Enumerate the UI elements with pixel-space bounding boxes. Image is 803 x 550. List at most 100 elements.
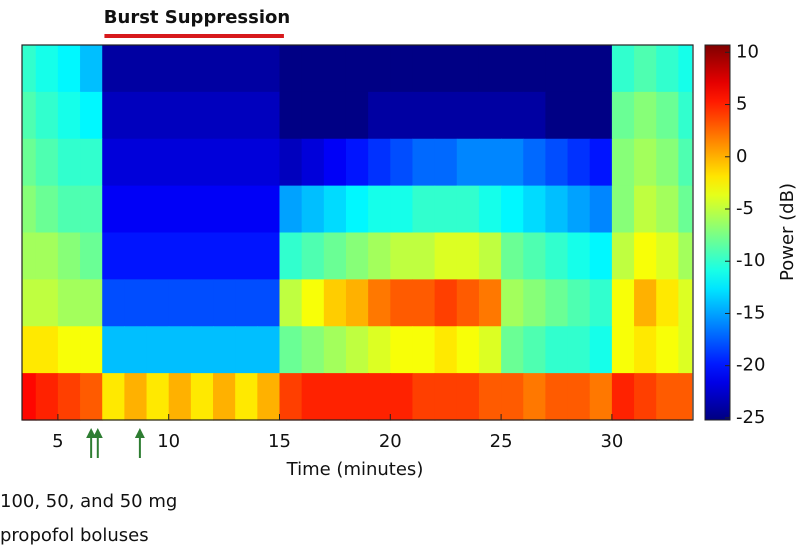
heatmap-cell: [57, 373, 81, 421]
heatmap-cell: [589, 91, 613, 140]
heatmap-cell: [478, 279, 502, 327]
heatmap-cell: [323, 279, 347, 327]
heatmap-cell: [656, 326, 679, 374]
heatmap-cell: [124, 91, 148, 140]
heatmap-cell: [501, 138, 524, 187]
heatmap-cell: [545, 279, 569, 327]
heatmap-cell: [168, 45, 192, 93]
heatmap-cell: [478, 45, 502, 93]
chart-title: Burst Suppression: [104, 7, 290, 28]
heatmap-cell: [35, 279, 59, 327]
heatmap-cell: [501, 91, 524, 140]
heatmap-cell: [22, 279, 37, 327]
heatmap-cell: [634, 279, 657, 327]
heatmap-cell: [368, 232, 391, 280]
heatmap-cell: [589, 232, 613, 280]
heatmap-cell: [567, 138, 591, 187]
heatmap-cell: [257, 373, 281, 421]
heatmap-cell: [567, 279, 591, 327]
heatmap-cell: [634, 185, 657, 234]
heatmap-cell: [102, 91, 125, 140]
heatmap-cell: [412, 279, 436, 327]
heatmap-cell: [656, 279, 679, 327]
heatmap-cell: [168, 185, 192, 234]
heatmap-cell: [589, 45, 613, 93]
colorbar-tick-label: 5: [736, 94, 747, 115]
heatmap-cell: [190, 279, 214, 327]
heatmap-cell: [102, 232, 125, 280]
heatmap-cell: [80, 138, 103, 187]
heatmap-cell: [213, 232, 236, 280]
heatmap-cell: [323, 232, 347, 280]
heatmap-cell: [678, 232, 693, 280]
heatmap-cell: [611, 279, 635, 327]
heatmap-cell: [368, 138, 391, 187]
heatmap-cell: [279, 279, 303, 327]
heatmap-cell: [213, 326, 236, 374]
heatmap-cell: [102, 326, 125, 374]
heatmap-cell: [678, 185, 693, 234]
heatmap-cell: [634, 326, 657, 374]
heatmap-cell: [678, 45, 693, 93]
heatmap-cell: [301, 279, 325, 327]
heatmap-cell: [390, 232, 414, 280]
heatmap-cell: [567, 45, 591, 93]
heatmap-cell: [168, 91, 192, 140]
heatmap-cell: [456, 279, 480, 327]
heatmap-cell: [567, 91, 591, 140]
heatmap-cell: [301, 185, 325, 234]
heatmap-cell: [323, 185, 347, 234]
heatmap-cell: [390, 326, 414, 374]
heatmap-cell: [190, 138, 214, 187]
heatmap-cell: [213, 373, 236, 421]
heatmap-cell: [678, 138, 693, 187]
heatmap-cell: [22, 326, 37, 374]
heatmap-cell: [301, 45, 325, 93]
heatmap-cell: [478, 138, 502, 187]
heatmap-cell: [456, 373, 480, 421]
heatmap-cell: [235, 326, 258, 374]
heatmap-cell: [146, 138, 170, 187]
heatmap-cell: [279, 373, 303, 421]
heatmap-cell: [634, 138, 657, 187]
heatmap-cell: [190, 373, 214, 421]
heatmap-cell: [611, 185, 635, 234]
heatmap-cell: [611, 373, 635, 421]
x-axis-label: Time (minutes): [286, 459, 424, 480]
colorbar-tick-label: 10: [736, 41, 759, 62]
heatmap-cell: [390, 91, 414, 140]
heatmap-cell: [345, 232, 369, 280]
heatmap-cell: [390, 185, 414, 234]
heatmap-cell: [368, 185, 391, 234]
heatmap-cell: [124, 185, 148, 234]
heatmap-cell: [501, 232, 524, 280]
heatmap-cell: [257, 326, 281, 374]
heatmap-cell: [412, 373, 436, 421]
colorbar-tick-label: -20: [736, 355, 765, 376]
heatmap-cell: [323, 138, 347, 187]
heatmap-cell: [190, 326, 214, 374]
heatmap-cell: [146, 373, 170, 421]
heatmap-cell: [301, 326, 325, 374]
heatmap-cell: [501, 45, 524, 93]
heatmap-cell: [257, 91, 281, 140]
heatmap-cell: [35, 373, 59, 421]
heatmap-cell: [478, 326, 502, 374]
heatmap-cell: [434, 185, 458, 234]
heatmap-cell: [35, 45, 59, 93]
heatmap-cell: [279, 326, 303, 374]
heatmap-cell: [124, 138, 148, 187]
heatmap-cell: [456, 232, 480, 280]
heatmap-cell: [523, 326, 547, 374]
heatmap-cell: [102, 373, 125, 421]
x-tick-label: 25: [490, 431, 513, 452]
heatmap-cell: [57, 91, 81, 140]
heatmap-cell: [168, 232, 192, 280]
heatmap-cell: [22, 232, 37, 280]
heatmap-cell: [478, 185, 502, 234]
heatmap-cell: [124, 326, 148, 374]
heatmap-cell: [412, 185, 436, 234]
heatmap-cell: [656, 45, 679, 93]
heatmap-cell: [545, 91, 569, 140]
